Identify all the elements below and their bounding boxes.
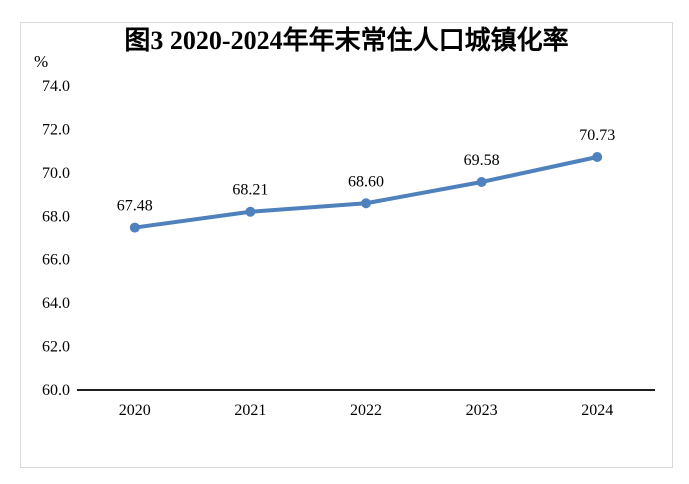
x-tick-label: 2022	[350, 402, 382, 419]
data-label: 68.21	[232, 182, 268, 199]
y-tick-label: 62.0	[42, 339, 70, 356]
y-tick-label: 60.0	[42, 382, 70, 399]
data-point-marker	[129, 222, 140, 233]
data-label: 67.48	[117, 198, 153, 215]
data-label: 70.73	[579, 127, 615, 144]
y-tick-label: 68.0	[42, 208, 70, 225]
y-tick-label: 66.0	[42, 252, 70, 269]
y-tick-label: 64.0	[42, 295, 70, 312]
chart-title: 图3 2020-2024年年末常住人口城镇化率	[124, 26, 569, 55]
data-label: 68.60	[348, 173, 384, 190]
data-point-marker	[245, 206, 256, 217]
x-tick-label: 2020	[119, 402, 151, 419]
series-line	[132, 155, 600, 230]
chart-frame: 图3 2020-2024年年末常住人口城镇化率 %	[20, 22, 673, 468]
x-tick-label: 2023	[466, 402, 498, 419]
data-point-marker	[361, 198, 371, 209]
y-axis-unit-label: %	[34, 52, 49, 71]
y-tick-label: 74.0	[42, 78, 70, 95]
data-label: 69.58	[464, 152, 500, 169]
data-point-marker	[592, 152, 603, 163]
y-tick-label: 72.0	[42, 121, 70, 138]
y-tick-label: 70.0	[42, 165, 70, 182]
data-point-marker	[476, 176, 487, 187]
x-tick-label: 2021	[234, 402, 266, 419]
x-tick-label: 2024	[581, 402, 613, 419]
